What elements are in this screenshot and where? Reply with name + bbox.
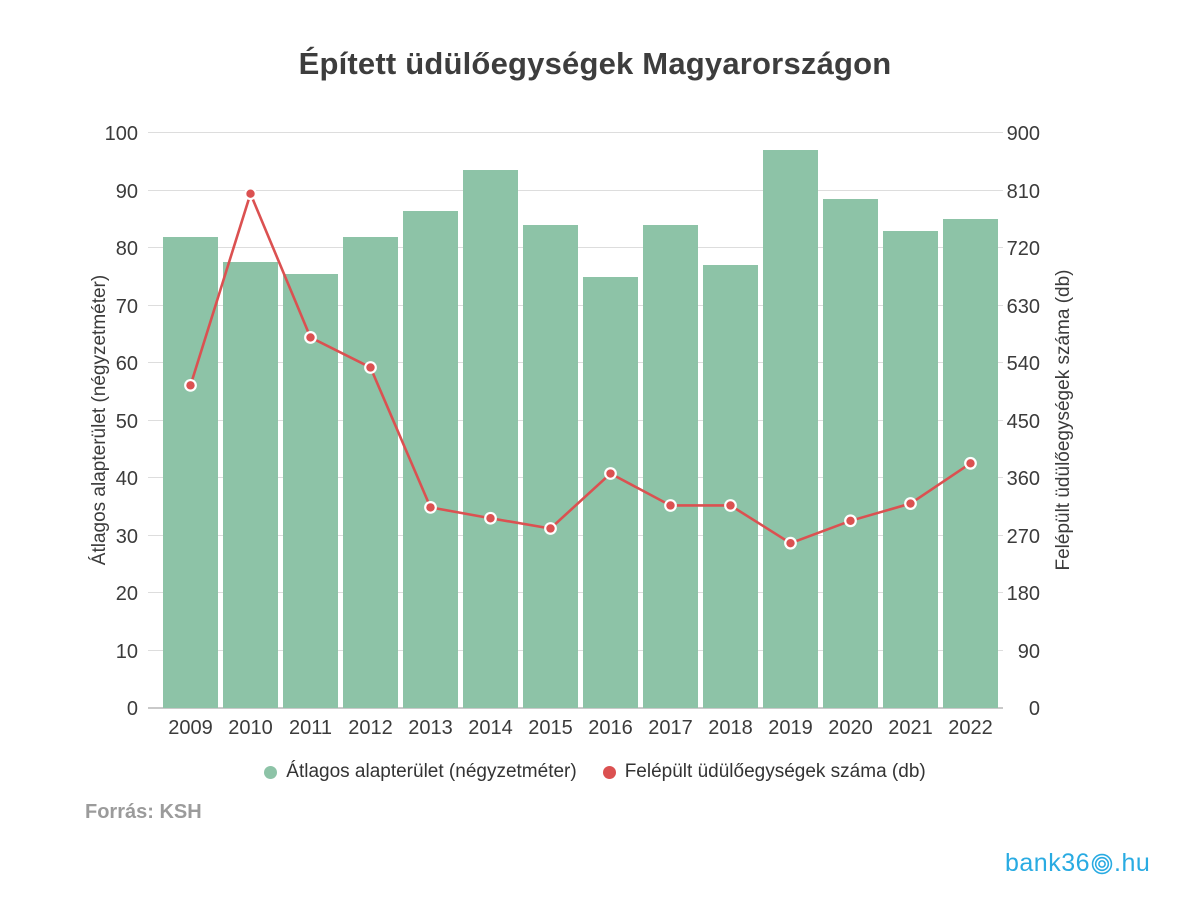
line-point-2010	[244, 187, 257, 201]
logo-spiral-o-icon	[1091, 853, 1113, 874]
x-tick-label-2010: 2010	[228, 717, 273, 739]
logo-text-prefix: bank36	[1005, 849, 1091, 877]
x-tick-label-2016: 2016	[588, 717, 633, 739]
y-left-tick-label: 30	[115, 525, 138, 548]
x-tick-label-2017: 2017	[648, 717, 693, 739]
bank360-logo: bank36 .hu	[1005, 851, 1150, 876]
line-path	[189, 189, 972, 545]
y-right-tick-label: 360	[1006, 468, 1040, 490]
y-right-tick-label: 630	[1006, 295, 1040, 318]
red-dot-icon	[602, 765, 616, 779]
y-left-tick-label: 90	[115, 180, 138, 203]
line-series-svg	[184, 187, 977, 550]
legend-label-bar-series: Átlagos alapterület (négyzetméter)	[286, 761, 577, 782]
y-left-tick-label: 20	[115, 583, 138, 605]
source-note: Forrás: KSH	[85, 801, 202, 823]
y-right-tick-label: 90	[1017, 640, 1040, 663]
y-right-tick-label: 540	[1006, 353, 1040, 375]
line-point-2014	[484, 511, 497, 525]
y-left-tick-label: 0	[126, 698, 138, 720]
bar-2014	[463, 170, 518, 708]
y-left-tick-label: 50	[115, 410, 138, 433]
y-right-tick-label: 0	[1028, 698, 1040, 720]
bar-2017	[643, 225, 698, 708]
line-point-2015	[544, 522, 557, 535]
x-tick-label-2021: 2021	[888, 717, 933, 739]
line-point-2019	[784, 536, 797, 550]
line-point-2018	[724, 499, 737, 512]
right-axis-title: Felépült üdülőegységek száma (db)	[1053, 269, 1074, 571]
legend-label-line-series: Felépült üdülőegységek száma (db)	[624, 761, 926, 782]
line-point-2009	[184, 378, 197, 392]
y-left-tick-label: 40	[115, 468, 138, 490]
x-tick-label-2015: 2015	[528, 717, 573, 739]
legend-item-bar-series: Átlagos alapterület (négyzetméter)	[264, 761, 577, 783]
y-right-tick-label: 900	[1006, 123, 1040, 145]
x-tick-label-2009: 2009	[168, 717, 213, 739]
y-right-tick-label: 450	[1006, 410, 1040, 433]
bar-2010	[223, 262, 278, 708]
line-point-2022	[964, 456, 977, 470]
legend-item-line-series: Felépült üdülőegységek száma (db)	[602, 761, 926, 783]
chart-title: Épített üdülőegységek Magyarországon	[298, 46, 892, 81]
y-right-tick-label: 720	[1006, 238, 1040, 260]
y-left-tick-label: 10	[115, 640, 138, 663]
x-tick-label-2011: 2011	[288, 717, 332, 739]
bar-2020	[823, 199, 878, 708]
logo-text-suffix: .hu	[1114, 849, 1151, 877]
line-point-2013	[424, 500, 437, 514]
x-tick-label-2014: 2014	[468, 717, 513, 739]
y-left-tick-label: 60	[115, 353, 138, 375]
x-tick-label-2013: 2013	[408, 717, 453, 739]
y-left-tick-label: 100	[104, 123, 138, 145]
gridline	[148, 189, 1003, 191]
bar-2013	[403, 210, 458, 708]
x-tick-label-2022: 2022	[948, 717, 993, 739]
y-right-tick-label: 270	[1006, 525, 1040, 548]
x-tick-label-2019: 2019	[768, 717, 813, 739]
x-tick-label-2012: 2012	[348, 717, 393, 739]
bar-2019	[763, 150, 818, 708]
bar-2015	[523, 225, 578, 708]
y-right-tick-label: 180	[1006, 583, 1040, 605]
bar-2012	[343, 236, 398, 708]
line-point-2020	[844, 514, 857, 528]
line-point-2017	[664, 499, 677, 512]
y-left-tick-label: 70	[115, 295, 138, 318]
bar-2018	[703, 265, 758, 708]
plot-area	[148, 132, 1003, 709]
bar-2009	[163, 236, 218, 708]
y-right-tick-label: 810	[1006, 180, 1040, 203]
bar-2016	[583, 276, 638, 708]
x-tick-label-2020: 2020	[828, 717, 873, 739]
line-point-2012	[364, 361, 377, 374]
line-point-2016	[604, 467, 617, 480]
chart-legend: Átlagos alapterület (négyzetméter) Felép…	[0, 761, 1190, 783]
x-axis-line	[148, 707, 1003, 709]
y-left-tick-label: 80	[115, 238, 138, 260]
green-dot-icon	[264, 765, 278, 779]
line-point-2021	[904, 497, 917, 510]
gridline	[148, 132, 1003, 133]
line-point-2011	[304, 331, 317, 344]
x-tick-label-2018: 2018	[708, 717, 753, 739]
bar-2021	[883, 230, 938, 708]
